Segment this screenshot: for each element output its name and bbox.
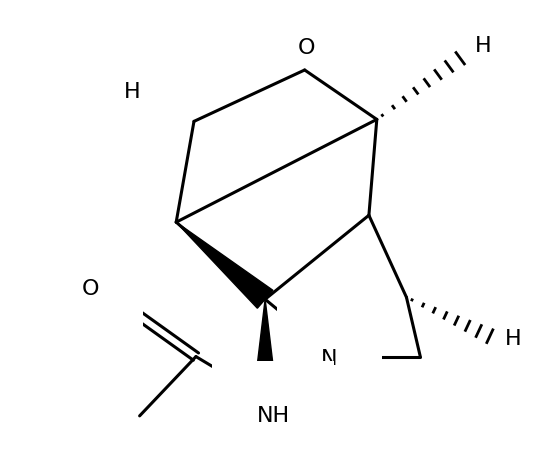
Text: H: H [505,329,522,349]
Text: H: H [475,36,492,56]
Text: O: O [82,279,99,300]
Polygon shape [176,222,273,308]
Text: N: N [321,348,338,369]
Polygon shape [253,299,277,398]
Text: H: H [124,82,140,102]
Text: NH: NH [257,406,290,426]
Text: O: O [298,38,315,58]
